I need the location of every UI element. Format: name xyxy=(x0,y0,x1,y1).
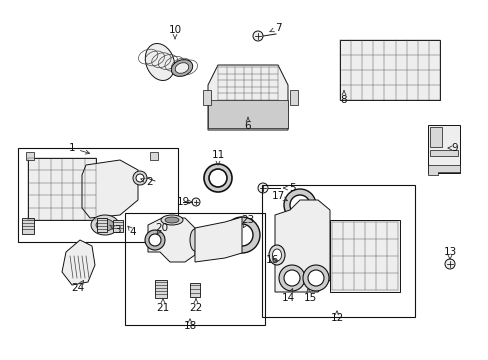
Polygon shape xyxy=(148,218,195,262)
Text: 22: 22 xyxy=(189,303,202,313)
Text: 3: 3 xyxy=(113,225,120,235)
Circle shape xyxy=(444,259,454,269)
Bar xyxy=(97,218,107,232)
Ellipse shape xyxy=(175,63,188,73)
Bar xyxy=(262,185,414,317)
Text: 15: 15 xyxy=(303,293,316,303)
Text: 10: 10 xyxy=(168,25,181,35)
Text: 18: 18 xyxy=(183,321,196,331)
Circle shape xyxy=(133,171,147,185)
Circle shape xyxy=(279,265,305,291)
Circle shape xyxy=(203,164,231,192)
Polygon shape xyxy=(427,165,459,175)
Circle shape xyxy=(136,174,143,182)
Bar xyxy=(28,158,96,220)
Circle shape xyxy=(303,265,328,291)
Circle shape xyxy=(307,270,324,286)
Bar xyxy=(427,125,459,173)
Text: 5: 5 xyxy=(289,183,296,193)
Bar xyxy=(203,90,210,105)
Bar xyxy=(155,280,167,298)
Ellipse shape xyxy=(268,245,285,265)
Text: 6: 6 xyxy=(244,121,251,131)
Circle shape xyxy=(289,195,309,215)
Text: 14: 14 xyxy=(281,293,294,303)
Bar xyxy=(329,220,399,292)
Ellipse shape xyxy=(272,249,281,261)
Circle shape xyxy=(285,211,313,239)
Polygon shape xyxy=(62,240,95,285)
Circle shape xyxy=(252,31,263,41)
Text: 1: 1 xyxy=(68,143,75,153)
Circle shape xyxy=(192,198,200,206)
Bar xyxy=(429,127,441,147)
Text: 7: 7 xyxy=(274,23,281,33)
Polygon shape xyxy=(207,65,287,130)
Bar xyxy=(113,220,123,232)
Text: 16: 16 xyxy=(265,255,278,265)
Circle shape xyxy=(149,234,161,246)
Circle shape xyxy=(145,230,164,250)
Text: 17: 17 xyxy=(271,191,284,201)
Polygon shape xyxy=(195,217,242,262)
Ellipse shape xyxy=(161,215,183,225)
Text: 8: 8 xyxy=(340,95,346,105)
Text: 11: 11 xyxy=(211,150,224,160)
Text: 19: 19 xyxy=(176,197,189,207)
Bar xyxy=(289,90,297,105)
Bar xyxy=(429,150,457,156)
Circle shape xyxy=(230,224,252,246)
Circle shape xyxy=(258,183,267,193)
Circle shape xyxy=(224,217,260,253)
Polygon shape xyxy=(82,160,138,218)
Text: 21: 21 xyxy=(156,303,169,313)
Bar xyxy=(26,152,34,160)
Ellipse shape xyxy=(145,44,174,81)
Ellipse shape xyxy=(190,229,200,251)
Bar xyxy=(125,213,264,325)
Text: 4: 4 xyxy=(129,227,136,237)
Bar xyxy=(18,148,178,242)
Bar xyxy=(150,152,158,160)
Bar xyxy=(339,40,439,100)
Text: 9: 9 xyxy=(451,143,457,153)
Ellipse shape xyxy=(91,215,119,235)
Circle shape xyxy=(208,169,226,187)
Circle shape xyxy=(291,217,307,233)
Circle shape xyxy=(284,189,315,221)
Bar xyxy=(207,100,287,128)
Text: 20: 20 xyxy=(155,223,168,233)
Ellipse shape xyxy=(164,217,179,223)
Ellipse shape xyxy=(96,219,114,231)
Text: 24: 24 xyxy=(71,283,84,293)
Bar xyxy=(22,218,34,234)
Text: 12: 12 xyxy=(330,313,343,323)
Text: 13: 13 xyxy=(443,247,456,257)
Text: 23: 23 xyxy=(241,215,254,225)
Circle shape xyxy=(284,270,299,286)
Text: 2: 2 xyxy=(146,177,153,187)
Ellipse shape xyxy=(171,60,192,76)
Bar xyxy=(190,283,200,297)
Polygon shape xyxy=(274,200,329,292)
